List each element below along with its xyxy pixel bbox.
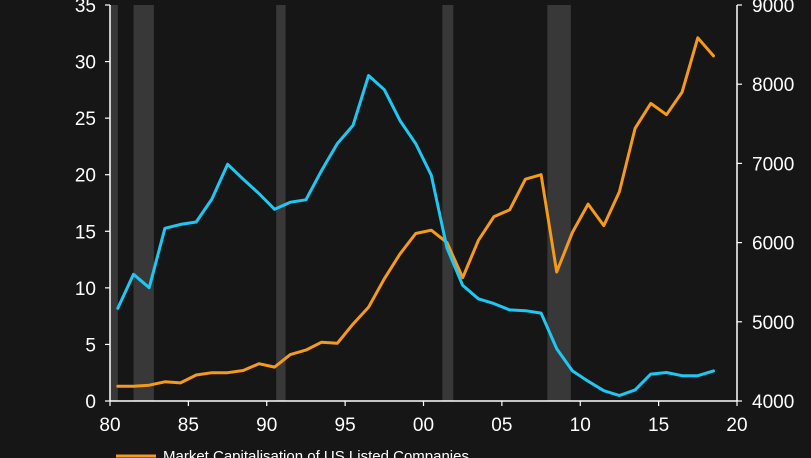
- x-tick-label: 95: [335, 415, 356, 436]
- x-tick-label: 15: [648, 415, 669, 436]
- recession-band: [276, 5, 286, 401]
- series-lines: [116, 36, 715, 397]
- x-tick-label: 10: [570, 415, 591, 436]
- y-right-tick-label: 9000: [752, 0, 794, 17]
- recession-band: [547, 5, 571, 401]
- y-left-tick-label: 35: [75, 0, 96, 17]
- y-right-tick-label: 8000: [752, 75, 794, 96]
- y-right-tick-label: 4000: [752, 392, 794, 413]
- y-left-tick-label: 25: [75, 109, 96, 130]
- y-left-tick-label: 0: [85, 392, 96, 413]
- y-left-tick-label: 10: [75, 279, 96, 300]
- y-left-tick-label: 30: [75, 53, 96, 74]
- recession-band: [133, 5, 154, 401]
- x-tick-label: 20: [726, 415, 747, 436]
- y-left-tick-label: 15: [75, 222, 96, 243]
- x-tick-label: 05: [491, 415, 512, 436]
- recession-bands: [110, 5, 571, 401]
- recession-band: [110, 5, 118, 401]
- y-left-tick-labels: 0 5 10 15 20 25 30 35: [75, 0, 110, 413]
- series-line-blue: [116, 74, 715, 397]
- y-left-tick-label: 5: [85, 335, 96, 356]
- y-right-tick-label: 5000: [752, 313, 794, 334]
- x-tick-label: 80: [99, 415, 120, 436]
- x-tick-labels: 80 85 90 95 00 05 10 15 20: [99, 401, 748, 436]
- y-right-tick-labels: 4000 5000 6000 7000 8000 9000: [737, 0, 794, 413]
- x-tick-label: 00: [413, 415, 434, 436]
- y-right-tick-label: 7000: [752, 154, 794, 175]
- recession-band: [442, 5, 454, 401]
- x-tick-label: 90: [256, 415, 277, 436]
- y-left-tick-label: 20: [75, 166, 96, 187]
- y-right-tick-label: 6000: [752, 234, 794, 255]
- legend: Market Capitalisation of US Listed Compa…: [116, 448, 469, 458]
- legend-label-market-cap: Market Capitalisation of US Listed Compa…: [163, 448, 469, 458]
- series-line-market-cap: [116, 36, 715, 388]
- x-tick-label: 85: [178, 415, 199, 436]
